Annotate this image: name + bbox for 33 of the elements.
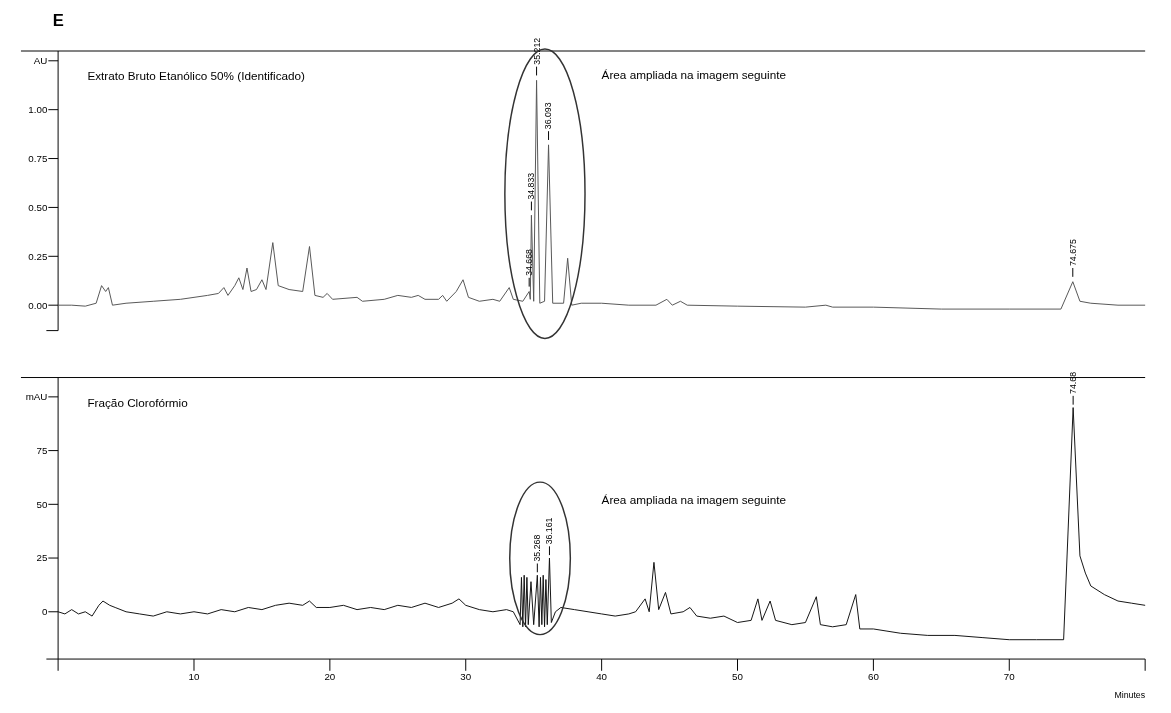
line-series xyxy=(57,407,1146,641)
y-tick-label: 25 xyxy=(36,552,48,564)
annotation: Área ampliada na imagem seguinte xyxy=(601,493,786,507)
y-tick-label: 0.25 xyxy=(28,250,48,262)
y-tick-label: 0.00 xyxy=(28,299,48,311)
y-tick-label: 1.00 xyxy=(28,104,48,116)
y-tick-label: AU xyxy=(33,55,48,67)
annotation: 34.833 xyxy=(526,172,537,200)
x-tick-label: 60 xyxy=(867,670,880,682)
annotation: 35.268 xyxy=(532,534,543,562)
y-tick-label: 0.75 xyxy=(28,152,48,164)
annotation: 34.668 xyxy=(524,248,535,276)
y-tick-label: 75 xyxy=(36,445,48,457)
annotation: 35.212 xyxy=(531,37,542,65)
text: Extrato Bruto Etanólico 50% (Identificado) xyxy=(87,69,306,83)
y-tick-label: 0 xyxy=(41,606,48,618)
annotation: 74.675 xyxy=(1067,239,1078,267)
y-tick-label: 0.50 xyxy=(28,201,48,213)
x-axis-title: Minutes xyxy=(1114,690,1146,701)
annotation: 36.161 xyxy=(544,517,555,545)
x-tick-label: 20 xyxy=(324,670,336,682)
y-tick-label: 50 xyxy=(36,498,48,510)
annotation: Área ampliada na imagem seguinte xyxy=(601,67,786,81)
x-tick-label: 10 xyxy=(188,670,200,682)
x-tick-label: 70 xyxy=(1003,670,1016,682)
y-tick-label: mAU xyxy=(25,391,48,403)
annotation: 74.68 xyxy=(1068,371,1079,394)
text: E xyxy=(52,10,64,30)
text: Fração Clorofórmio xyxy=(87,395,189,409)
x-tick-label: 30 xyxy=(460,670,472,682)
x-tick-label: 40 xyxy=(596,670,608,682)
x-tick-label: 50 xyxy=(732,670,744,682)
annotation: 36.093 xyxy=(543,102,554,130)
